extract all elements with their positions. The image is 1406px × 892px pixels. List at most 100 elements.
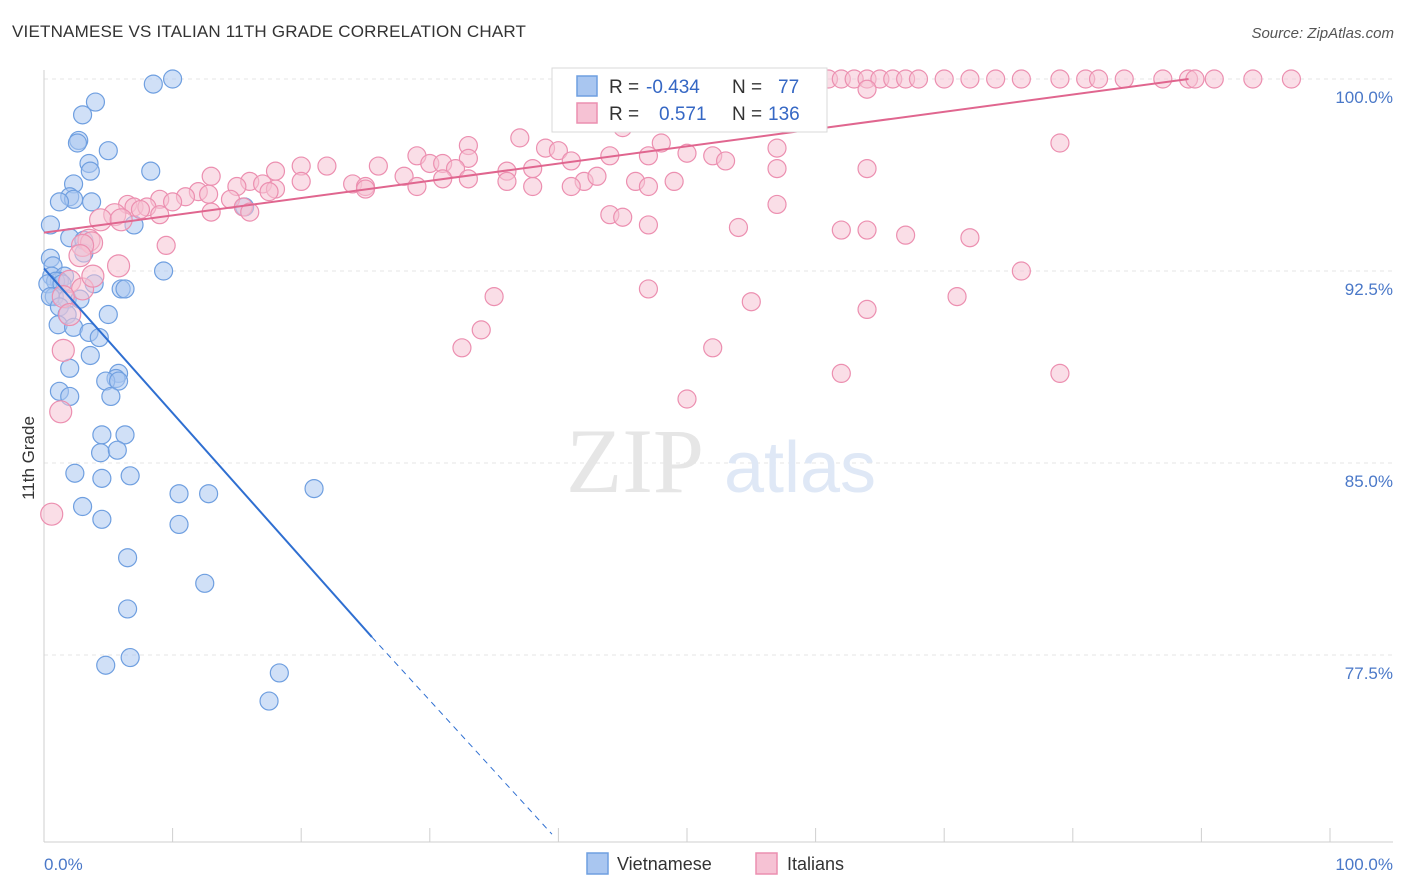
italians-point-26 <box>1204 69 1224 89</box>
italians-point-119 <box>452 338 472 358</box>
italians-point-127 <box>947 287 967 307</box>
vietnamese-point-0 <box>163 69 183 89</box>
vietnamese-point-71 <box>269 663 289 683</box>
x-tick-label-min: 0.0% <box>44 855 83 874</box>
italians-point-35 <box>1050 133 1070 153</box>
vietnamese-point-62 <box>199 484 219 504</box>
italians-point-110 <box>741 292 761 312</box>
italians-point-65 <box>664 171 684 191</box>
series-legend: Vietnamese Italians <box>586 852 844 875</box>
italians-point-28 <box>1281 69 1302 89</box>
italians-point-126 <box>857 299 877 319</box>
legend-r-vietnamese: -0.434 <box>646 77 700 98</box>
vietnamese-point-70 <box>96 655 116 675</box>
vietnamese-point-16 <box>40 215 61 235</box>
vietnamese-point-59 <box>92 468 112 488</box>
legend-n-label: N = <box>732 104 762 125</box>
italians-point-82 <box>163 192 183 212</box>
axes <box>43 70 1393 843</box>
italians-point-88 <box>201 202 221 222</box>
italians-point-15 <box>934 69 954 89</box>
series-legend-swatch-vietnamese <box>586 852 609 875</box>
legend-r-label: R = <box>609 77 639 98</box>
series-legend-label-vietnamese: Vietnamese <box>617 854 712 874</box>
italians-point-102 <box>857 220 877 240</box>
italians-point-118 <box>1050 363 1070 383</box>
legend-swatch-vietnamese <box>576 75 598 97</box>
italians-point-33 <box>510 128 530 148</box>
italians-point-124 <box>156 235 176 255</box>
vietnamese-point-72 <box>259 691 279 711</box>
vietnamese-point-44 <box>80 345 100 366</box>
italians-point-94 <box>88 208 113 232</box>
italians-point-113 <box>471 320 491 340</box>
italians-point-44 <box>458 148 478 168</box>
watermark-atlas: atlas <box>724 428 876 508</box>
legend-n-vietnamese: 77 <box>778 77 799 98</box>
italians-point-116 <box>677 389 697 409</box>
italians-point-109 <box>638 279 659 299</box>
vietnamese-point-57 <box>65 463 85 483</box>
italians-point-18 <box>1011 69 1031 89</box>
legend-n-italians: 136 <box>768 104 800 125</box>
vietnamese-point-43 <box>89 327 109 348</box>
italians-point-95 <box>109 208 133 232</box>
stats-legend: R = -0.434 N = 77 R = 0.571 N = 136 <box>551 67 828 133</box>
y-tick-label-3: 77.5% <box>1345 664 1393 683</box>
y-tick-label-0: 100.0% <box>1335 88 1393 107</box>
italians-point-25 <box>1185 69 1205 89</box>
legend-r-italians: 0.571 <box>659 104 707 125</box>
legend-swatch-italians <box>576 102 598 124</box>
vietnamese-point-58 <box>120 466 140 486</box>
italians-point-103 <box>896 225 916 245</box>
italians-point-72 <box>407 176 427 197</box>
vietnamese-point-13 <box>81 192 102 212</box>
trend-italians <box>43 78 1189 234</box>
italians-point-78 <box>199 184 219 204</box>
italians-point-61 <box>458 169 478 189</box>
italians-point-99 <box>638 215 659 235</box>
vietnamese-point-60 <box>304 479 324 499</box>
trend-vietnamese <box>43 267 373 638</box>
italians-point-55 <box>857 159 877 179</box>
italians-point-51 <box>368 156 388 176</box>
vietnamese-point-38 <box>98 304 118 325</box>
vietnamese-point-66 <box>117 548 138 568</box>
italians-point-128 <box>81 264 105 288</box>
vietnamese-point-53 <box>92 425 112 445</box>
italians-point-104 <box>960 228 980 248</box>
trend-lines <box>43 78 1189 835</box>
vietnamese-point-63 <box>72 496 93 517</box>
vietnamese-point-69 <box>120 647 140 668</box>
italians-point-132 <box>259 182 279 202</box>
italians-point-38 <box>548 141 569 161</box>
italians-point-67 <box>291 171 311 191</box>
italians-point-91 <box>150 205 170 225</box>
italians-point-74 <box>561 176 581 197</box>
italians-point-27 <box>1243 69 1263 89</box>
vietnamese-point-68 <box>117 599 138 619</box>
chart-source: Source: ZipAtlas.com <box>1251 25 1394 42</box>
vietnamese-point-6 <box>98 141 118 161</box>
vietnamese-point-45 <box>60 358 80 378</box>
italians-point-125 <box>484 287 504 307</box>
vietnamese-point-8 <box>80 161 100 181</box>
italians-point-73 <box>523 176 543 197</box>
italians-point-34 <box>651 133 671 153</box>
italians-point-106 <box>1011 261 1031 281</box>
italians-point-129 <box>767 138 787 158</box>
italians-point-120 <box>703 338 723 358</box>
italians-point-121 <box>40 502 64 526</box>
italians-point-58 <box>201 166 221 186</box>
vietnamese-point-54 <box>115 425 135 445</box>
trend-vietnamese-extension <box>371 636 553 835</box>
italians-point-39 <box>677 143 697 163</box>
y-axis-label: 11th Grade <box>19 416 38 500</box>
italians-point-19 <box>1050 69 1070 89</box>
vietnamese-point-23 <box>153 261 174 281</box>
italians-point-100 <box>728 217 749 238</box>
vietnamese-point-9 <box>141 161 161 181</box>
italians-point-22 <box>1114 69 1134 89</box>
y-tick-label-2: 85.0% <box>1345 472 1393 491</box>
